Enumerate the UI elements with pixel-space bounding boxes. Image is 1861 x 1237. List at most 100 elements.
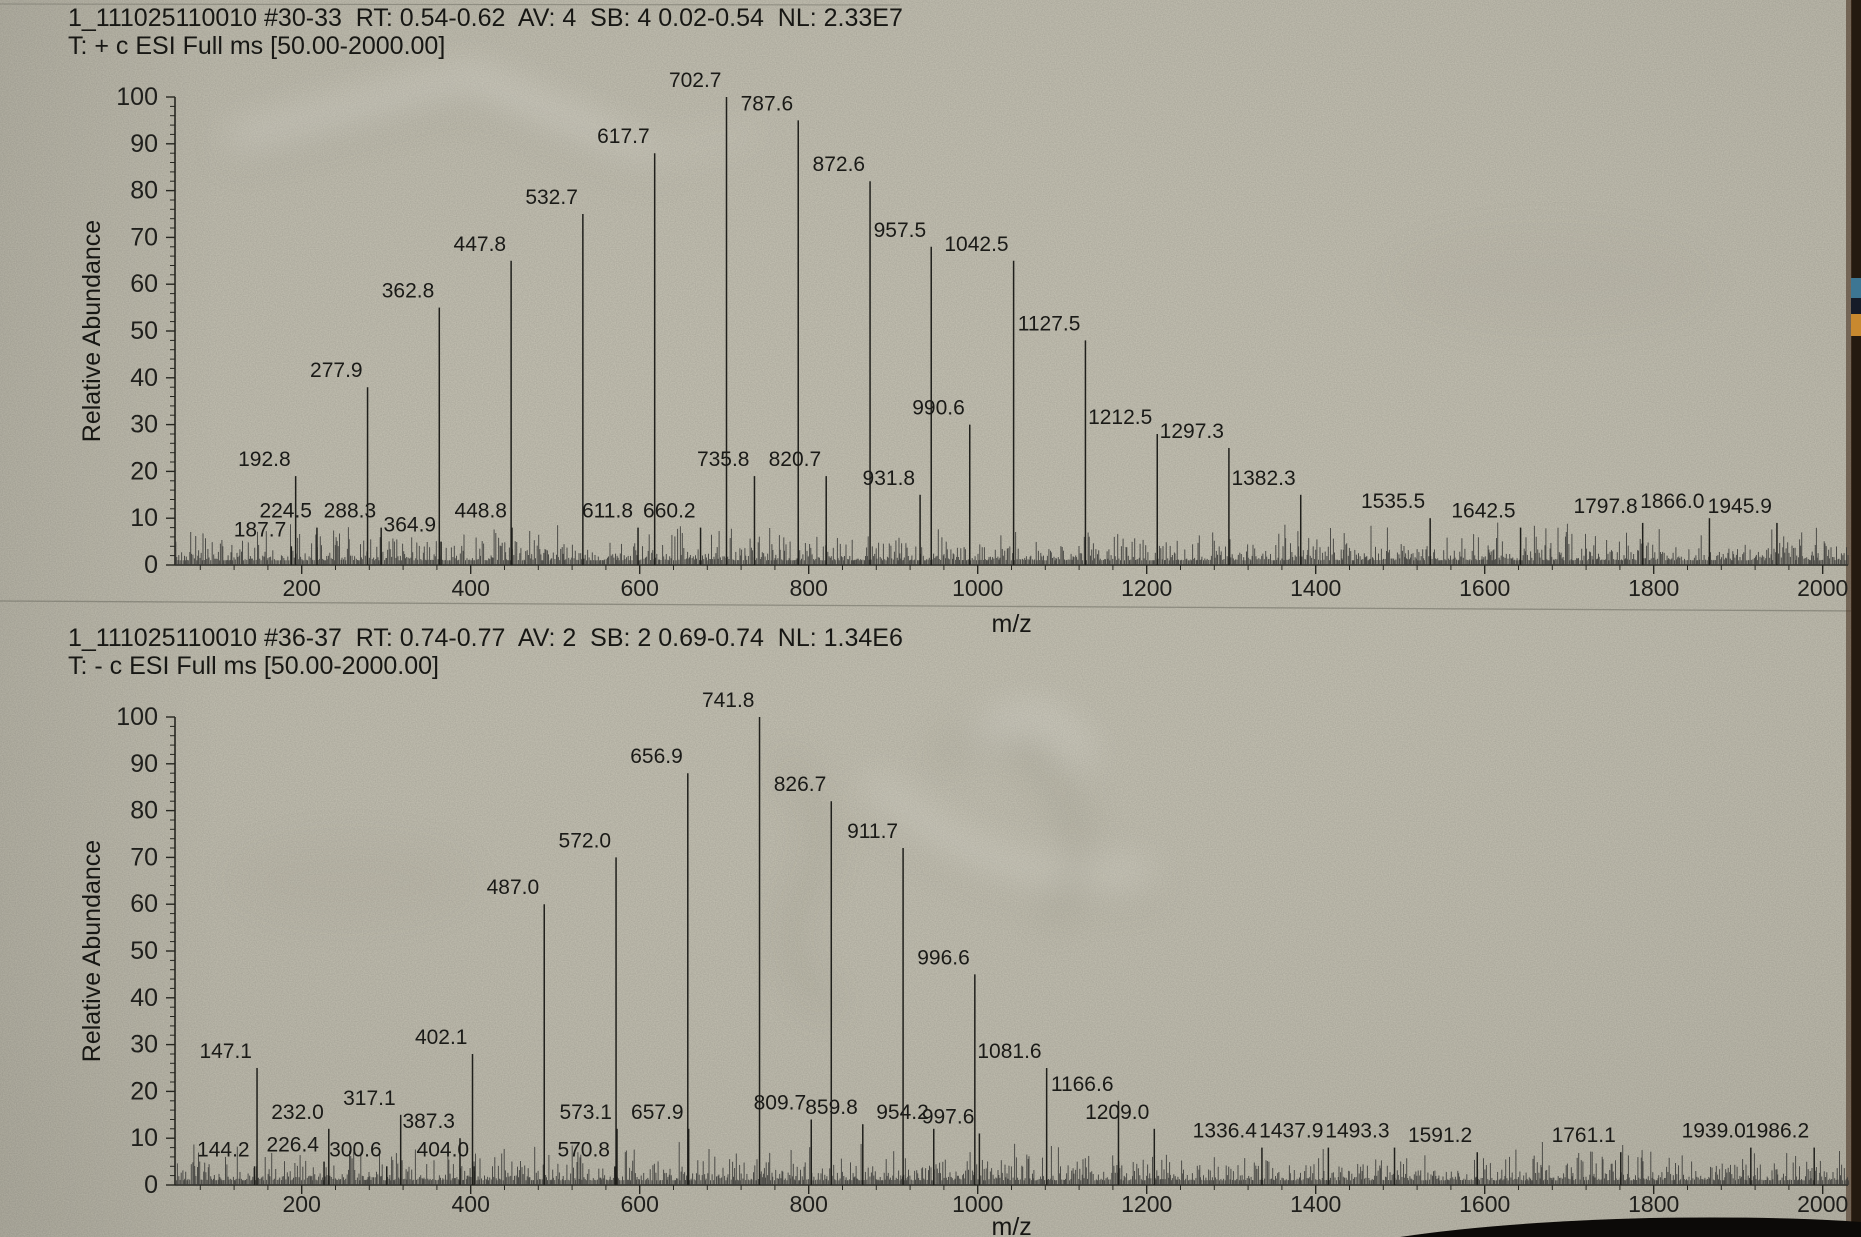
svg-text:226.4: 226.4 <box>266 1134 319 1157</box>
svg-text:40: 40 <box>130 984 158 1012</box>
svg-text:232.0: 232.0 <box>271 1101 324 1124</box>
svg-text:573.1: 573.1 <box>559 1101 612 1124</box>
svg-text:1200: 1200 <box>1121 1191 1172 1217</box>
svg-text:70: 70 <box>130 223 158 251</box>
svg-text:611.8: 611.8 <box>582 500 633 523</box>
svg-text:1600: 1600 <box>1459 1191 1510 1217</box>
svg-text:1986.2: 1986.2 <box>1745 1120 1809 1143</box>
svg-text:362.8: 362.8 <box>382 280 435 303</box>
svg-text:50: 50 <box>130 937 158 965</box>
svg-text:147.1: 147.1 <box>199 1040 252 1063</box>
svg-text:90: 90 <box>130 750 158 778</box>
svg-text:1127.5: 1127.5 <box>1018 312 1081 335</box>
svg-text:200: 200 <box>283 1191 321 1217</box>
svg-text:859.8: 859.8 <box>805 1096 858 1119</box>
svg-text:70: 70 <box>130 843 158 871</box>
svg-text:144.2: 144.2 <box>197 1138 250 1161</box>
svg-text:1761.1: 1761.1 <box>1552 1124 1616 1147</box>
svg-text:30: 30 <box>130 411 158 439</box>
svg-text:60: 60 <box>130 890 158 918</box>
svg-text:80: 80 <box>130 797 158 825</box>
svg-text:1212.5: 1212.5 <box>1088 406 1152 429</box>
svg-text:617.7: 617.7 <box>597 125 650 148</box>
svg-text:487.0: 487.0 <box>487 876 540 899</box>
svg-text:570.8: 570.8 <box>557 1138 610 1161</box>
svg-text:656.9: 656.9 <box>630 745 683 768</box>
svg-text:40: 40 <box>130 364 158 392</box>
svg-text:660.2: 660.2 <box>643 500 696 523</box>
svg-text:1797.8: 1797.8 <box>1573 495 1637 518</box>
svg-text:50: 50 <box>130 317 158 345</box>
svg-text:600: 600 <box>621 575 659 601</box>
svg-text:702.7: 702.7 <box>669 69 722 92</box>
svg-text:20: 20 <box>130 457 158 485</box>
svg-text:1166.6: 1166.6 <box>1051 1073 1114 1096</box>
svg-text:404.0: 404.0 <box>417 1138 470 1161</box>
svg-text:80: 80 <box>130 177 158 205</box>
svg-text:2000: 2000 <box>1797 575 1848 601</box>
svg-text:447.8: 447.8 <box>454 233 507 256</box>
svg-text:997.6: 997.6 <box>922 1106 975 1129</box>
svg-text:387.3: 387.3 <box>402 1110 455 1133</box>
svg-text:1336.4: 1336.4 <box>1193 1120 1258 1143</box>
svg-text:657.9: 657.9 <box>631 1101 684 1124</box>
svg-text:1939.0: 1939.0 <box>1682 1120 1746 1143</box>
svg-text:200: 200 <box>283 575 321 601</box>
svg-text:100: 100 <box>116 703 158 731</box>
svg-text:0: 0 <box>144 1171 158 1199</box>
svg-text:317.1: 317.1 <box>343 1087 396 1110</box>
svg-text:100: 100 <box>116 83 158 111</box>
svg-text:0: 0 <box>144 551 158 579</box>
svg-text:402.1: 402.1 <box>415 1026 468 1049</box>
svg-text:957.5: 957.5 <box>874 219 927 242</box>
svg-text:288.3: 288.3 <box>324 500 377 523</box>
svg-text:277.9: 277.9 <box>310 359 363 382</box>
svg-text:30: 30 <box>130 1031 158 1059</box>
svg-text:931.8: 931.8 <box>863 467 916 490</box>
svg-text:1437.9: 1437.9 <box>1259 1120 1323 1143</box>
svg-text:448.8: 448.8 <box>454 500 507 523</box>
svg-text:1535.5: 1535.5 <box>1361 490 1425 513</box>
svg-text:1600: 1600 <box>1459 575 1510 601</box>
svg-text:1400: 1400 <box>1290 575 1341 601</box>
svg-text:996.6: 996.6 <box>917 946 970 969</box>
svg-text:1297.3: 1297.3 <box>1160 420 1224 443</box>
svg-text:1800: 1800 <box>1628 1191 1679 1217</box>
svg-text:800: 800 <box>790 575 828 601</box>
svg-text:1081.6: 1081.6 <box>977 1040 1041 1063</box>
svg-text:364.9: 364.9 <box>384 514 437 537</box>
svg-text:1591.2: 1591.2 <box>1408 1124 1472 1147</box>
svg-text:1493.3: 1493.3 <box>1325 1120 1389 1143</box>
svg-text:787.6: 787.6 <box>741 92 794 115</box>
svg-text:735.8: 735.8 <box>697 448 750 471</box>
svg-text:1400: 1400 <box>1290 1191 1341 1217</box>
svg-text:820.7: 820.7 <box>769 448 822 471</box>
svg-text:1382.3: 1382.3 <box>1231 467 1295 490</box>
svg-text:400: 400 <box>452 1191 490 1217</box>
svg-text:1000: 1000 <box>952 575 1003 601</box>
svg-text:826.7: 826.7 <box>774 773 827 796</box>
svg-text:300.6: 300.6 <box>329 1138 382 1161</box>
svg-text:741.8: 741.8 <box>702 689 755 712</box>
svg-text:60: 60 <box>130 270 158 298</box>
svg-text:10: 10 <box>130 504 158 532</box>
svg-text:10: 10 <box>130 1124 158 1152</box>
svg-text:192.8: 192.8 <box>238 448 291 471</box>
svg-text:90: 90 <box>130 130 158 158</box>
svg-text:809.7: 809.7 <box>754 1092 807 1115</box>
svg-text:990.6: 990.6 <box>912 397 965 420</box>
svg-text:911.7: 911.7 <box>847 820 898 843</box>
svg-text:20: 20 <box>130 1077 158 1105</box>
svg-text:1209.0: 1209.0 <box>1085 1101 1149 1124</box>
svg-text:1945.9: 1945.9 <box>1708 495 1772 518</box>
svg-text:800: 800 <box>790 1191 828 1217</box>
svg-text:1800: 1800 <box>1628 575 1679 601</box>
svg-text:1042.5: 1042.5 <box>944 233 1008 256</box>
svg-text:872.6: 872.6 <box>813 153 866 176</box>
svg-text:400: 400 <box>452 575 490 601</box>
svg-text:1642.5: 1642.5 <box>1451 500 1515 523</box>
svg-text:572.0: 572.0 <box>559 829 612 852</box>
svg-text:600: 600 <box>621 1191 659 1217</box>
svg-text:1000: 1000 <box>952 1191 1003 1217</box>
svg-text:224.5: 224.5 <box>259 500 312 523</box>
